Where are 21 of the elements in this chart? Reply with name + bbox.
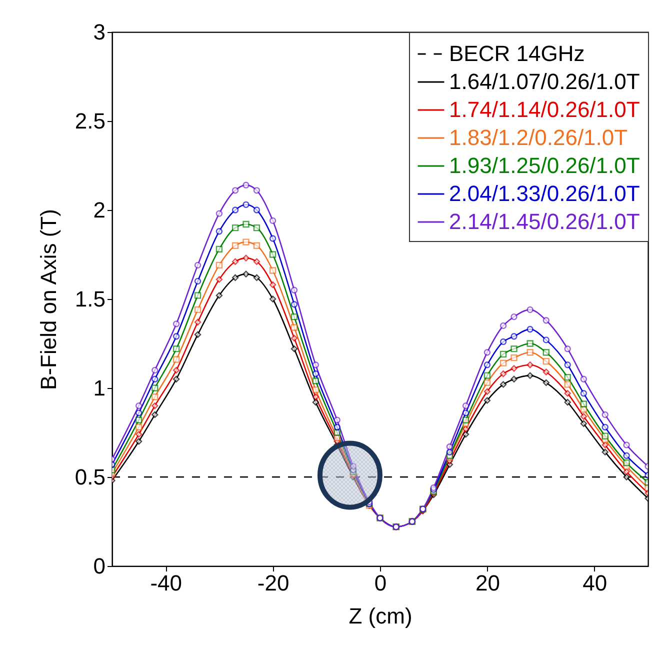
- x-tick-label: -20: [257, 570, 290, 596]
- y-tick-label: 0: [93, 554, 106, 578]
- x-axis-title: Z (cm): [348, 604, 412, 628]
- x-tick-label: 0: [374, 570, 387, 596]
- legend-label: 1.93/1.25/0.26/1.0T: [449, 153, 640, 178]
- legend-label: 2.04/1.33/0.26/1.0T: [449, 181, 640, 206]
- x-tick-label: 40: [582, 570, 608, 596]
- x-tick-label: 20: [475, 570, 500, 596]
- legend-label: 1.83/1.2/0.26/1.0T: [449, 125, 628, 150]
- y-tick-label: 2: [93, 198, 106, 222]
- y-axis-title: B-Field on Axis (T): [36, 209, 61, 390]
- legend-label: 2.14/1.45/0.26/1.0T: [449, 209, 640, 234]
- y-tick-label: 1.5: [74, 286, 106, 312]
- legend-label: 1.64/1.07/0.26/1.0T: [449, 69, 640, 94]
- y-tick-label: 2.5: [74, 108, 106, 134]
- legend-label: BECR 14GHz: [449, 41, 585, 66]
- y-tick-label: 1: [93, 376, 106, 400]
- y-tick-label: 3: [93, 20, 106, 44]
- legend-label: 1.74/1.14/0.26/1.0T: [449, 97, 640, 122]
- x-tick-label: -40: [150, 570, 182, 596]
- y-tick-label: 0.5: [74, 464, 106, 490]
